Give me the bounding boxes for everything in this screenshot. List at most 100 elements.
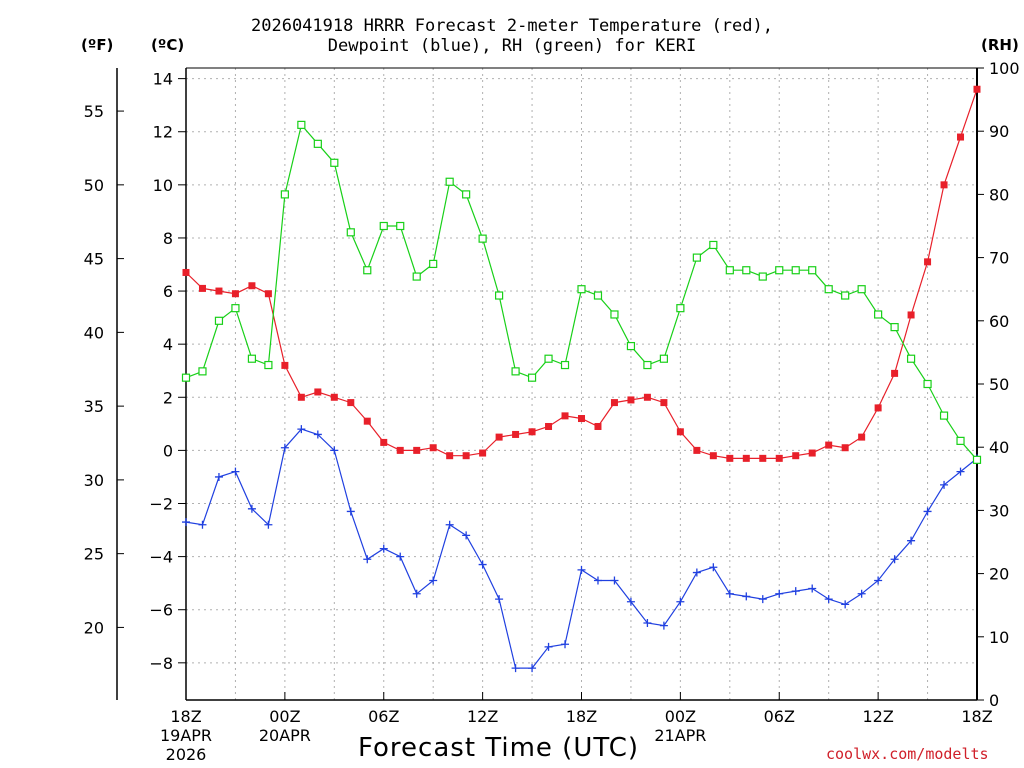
chart-title-line-1: 2026041918 HRRR Forecast 2-meter Tempera… <box>251 16 773 36</box>
rh-point <box>511 367 520 376</box>
temperature-point <box>462 452 470 460</box>
x-tick-label: 18Z <box>566 707 597 726</box>
rh-point <box>956 436 965 445</box>
rh-tick-label: 50 <box>989 375 1009 394</box>
temperature-point <box>215 287 223 295</box>
dewpoint-point <box>495 595 504 604</box>
temperature-point <box>858 433 866 441</box>
rh-point <box>709 240 718 250</box>
rh-point <box>527 373 537 382</box>
dewpoint-point <box>198 520 207 529</box>
rh-tick-label: 100 <box>989 59 1020 78</box>
temperature-point <box>610 399 618 407</box>
dewpoint-point <box>462 531 471 540</box>
celsius-tick-label: 2 <box>163 388 173 407</box>
rh-point <box>429 259 438 269</box>
rh-tick-label: 80 <box>989 185 1009 204</box>
dewpoint-point <box>956 467 965 476</box>
dewpoint-point <box>544 642 553 651</box>
dewpoint-point <box>808 584 817 593</box>
dewpoint-point <box>528 664 537 673</box>
dewpoint-point <box>478 560 487 569</box>
celsius-tick-label: −2 <box>149 494 173 513</box>
rh-point <box>923 379 932 389</box>
rh-point <box>626 341 636 351</box>
temperature-point <box>676 428 684 436</box>
rh-point <box>659 354 668 363</box>
rh-tick-label: 60 <box>989 312 1009 331</box>
rh-point <box>890 323 899 332</box>
temperature-point <box>446 452 454 460</box>
rh-tick-label: 30 <box>989 501 1009 520</box>
temperature-point <box>594 422 602 430</box>
celsius-tick-label: 12 <box>153 123 173 142</box>
rh-point <box>874 310 883 319</box>
gridlines <box>186 68 977 700</box>
temperature-point <box>314 388 322 396</box>
temperature-point <box>742 454 750 462</box>
rh-point <box>330 158 339 167</box>
rh-tick-label: 10 <box>989 628 1009 647</box>
rh-point <box>824 285 833 294</box>
temperature-point <box>561 412 569 420</box>
dewpoint-point <box>923 507 932 516</box>
rh-point <box>478 234 487 243</box>
temperature-point <box>248 282 256 290</box>
x-tick-label: 18Z <box>170 707 201 726</box>
dewpoint-point <box>709 563 718 572</box>
fahrenheit-tick-label: 35 <box>84 397 104 416</box>
chart-title: 2026041918 HRRR Forecast 2-meter Tempera… <box>0 16 1024 56</box>
temperature-point <box>693 446 701 454</box>
dewpoint-point <box>363 555 372 564</box>
fahrenheit-tick-label: 30 <box>84 471 104 490</box>
rh-point <box>495 291 504 300</box>
dewpoint-point <box>775 589 784 598</box>
rh-tick-label: 20 <box>989 565 1009 584</box>
celsius-tick-label: −4 <box>149 548 173 567</box>
rh-point <box>379 221 388 231</box>
dewpoint-point <box>231 467 240 476</box>
dewpoint-point <box>297 425 306 434</box>
rh-point <box>643 360 652 370</box>
temperature-point <box>297 393 305 401</box>
x-tick-label: 06Z <box>368 707 399 726</box>
dewpoint-point <box>264 520 273 529</box>
temperature-series <box>182 85 981 462</box>
x-tick-label: 00Z <box>665 707 696 726</box>
temperature-point <box>825 441 833 449</box>
dewpoint-point <box>445 520 454 529</box>
dewpoint-point <box>214 472 223 481</box>
temperature-point <box>413 446 421 454</box>
temperature-point <box>330 393 338 401</box>
temperature-point <box>643 393 651 401</box>
celsius-tick-label: 0 <box>163 441 173 460</box>
dewpoint-point <box>379 544 388 553</box>
dewpoint-point <box>593 576 602 585</box>
x-tick-label: 20APR <box>259 726 311 745</box>
dewpoint-point <box>940 480 949 489</box>
fahrenheit-tick-label: 55 <box>84 102 104 121</box>
dewpoint-point <box>610 576 619 585</box>
rh-point <box>396 221 405 231</box>
rh-point <box>231 304 240 313</box>
rh-point <box>462 190 471 199</box>
temperature-point <box>363 417 371 425</box>
dewpoint-point <box>511 664 520 673</box>
celsius-tick-label: 14 <box>153 70 173 89</box>
dewpoint-point <box>396 552 405 561</box>
dewpoint-point <box>857 589 866 598</box>
temperature-point <box>792 452 800 460</box>
dewpoint-point <box>725 589 734 598</box>
dewpoint-point <box>742 592 751 601</box>
temperature-point <box>264 290 272 298</box>
x-tick-label: 21APR <box>654 726 706 745</box>
dewpoint-point <box>626 597 635 606</box>
fahrenheit-unit-label: (ºF) <box>81 36 114 54</box>
temperature-point <box>479 449 487 457</box>
fahrenheit-tick-label: 45 <box>84 250 104 269</box>
rh-unit-label: (RH) <box>981 36 1019 54</box>
dewpoint-point <box>907 536 916 545</box>
rh-tick-label: 70 <box>989 249 1009 268</box>
temperature-point <box>396 446 404 454</box>
temperature-point <box>627 396 635 404</box>
